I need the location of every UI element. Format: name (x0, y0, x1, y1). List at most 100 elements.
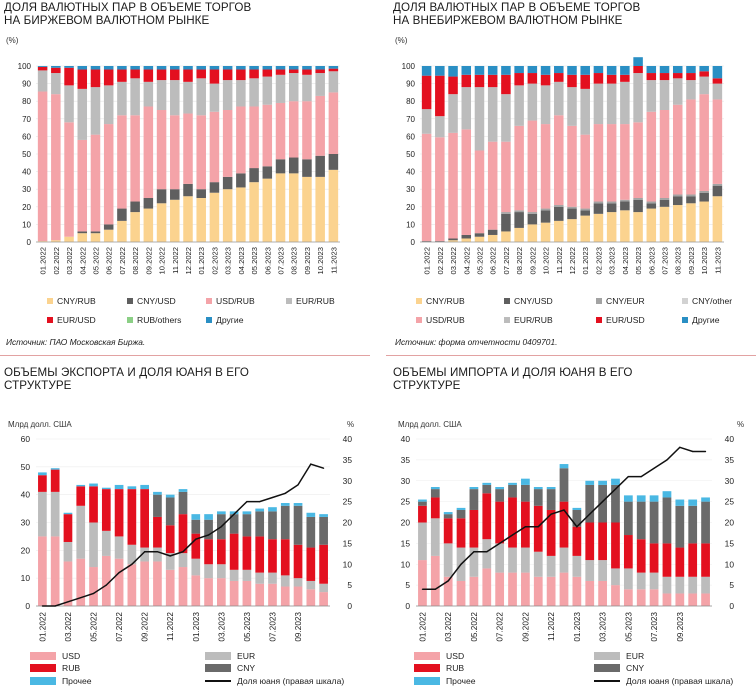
bar-segment-rub_bar (217, 539, 226, 565)
bar-segment-cny_rub (554, 220, 564, 242)
yuan-share-point (434, 588, 436, 590)
bar-segment-prochee_bar (611, 478, 620, 485)
bar-segment-eur_usd (514, 73, 524, 86)
bar-segment-eur_bar (101, 530, 111, 556)
bar-segment-prochee_bar (165, 494, 175, 498)
bar-segment-cny_eur (580, 208, 590, 211)
x-tick-label: 09.2023 (303, 247, 312, 274)
bar-segment-cny_usd (275, 159, 286, 174)
bar-segment-usd_rub (315, 95, 325, 156)
bar-segment-cny_eur (540, 208, 551, 211)
bar-segment-eur_rub (686, 80, 696, 100)
yuan-share-point (653, 467, 655, 469)
bar-segment-cny_usd (461, 234, 472, 239)
bar-segment-rub_bar (101, 489, 111, 531)
p2-legend-cny-usd: CNY/USD (504, 296, 553, 306)
p3-legend-label: Доля юаня (правая шкала) (237, 676, 345, 686)
bar-segment-eur_rub (77, 88, 88, 140)
bar-segment-eur_usd (567, 74, 577, 88)
bar-segment-eur_rub (236, 80, 246, 107)
x-tick-label: 03.2023 (599, 612, 608, 642)
bar-segment-other (580, 66, 590, 75)
bar-segment-usd_bar (178, 567, 188, 606)
yuan-share-point (627, 475, 629, 478)
bar-segment-cny_bar (255, 511, 265, 537)
bar-segment-usd_rub (130, 115, 140, 202)
yuan-share-point (80, 597, 82, 599)
bar-segment-prochee_bar (662, 491, 672, 498)
bar-segment-other (262, 66, 273, 70)
bar-segment-usd_rub (712, 99, 723, 184)
p2-title-line1: ДОЛЯ ВАЛЮТНЫХ ПАР В ОБЪЕМЕ ТОРГОВ (393, 1, 641, 14)
bar-segment-rub_bar (306, 547, 316, 581)
bar-segment-eur_bar (533, 551, 543, 577)
bar-segment-cny_usd (130, 201, 140, 213)
bar-segment-eur_bar (140, 547, 149, 562)
y2-tick-label: 25 (725, 497, 735, 507)
bar-segment-cny_rub (646, 208, 657, 242)
yuan-share-point (284, 492, 286, 494)
bar-segment-other (514, 66, 524, 74)
bar-segment-eur_usd (117, 69, 127, 82)
bar-segment-eur_usd (646, 73, 657, 81)
p2-legend-eur-rub: EUR/RUB (504, 315, 553, 325)
bar-segment-rub_bar (255, 536, 265, 573)
p3-legend-rub: RUB (30, 663, 80, 673)
bar-segment-prochee_bar (418, 499, 427, 502)
bar-segment-eur_usd (435, 75, 445, 117)
x-tick-label: 07.2022 (118, 247, 127, 274)
x-tick-label: 05.2022 (90, 612, 99, 642)
bar-segment-other (51, 66, 61, 68)
p1-swatch-rub-others (127, 317, 133, 323)
y-tick-label: 20 (21, 545, 31, 555)
x-tick-label: 11.2022 (555, 247, 564, 274)
bar-segment-prochee_bar (623, 495, 633, 502)
bar-segment-other (672, 66, 683, 74)
bar-segment-cny_rub (448, 240, 458, 242)
p1-legend-eur-rub: EUR/RUB (286, 296, 335, 306)
y-tick-label: 0 (405, 601, 410, 611)
p3-legend-eur: EUR (205, 651, 255, 661)
x-tick-label: 04.2023 (621, 247, 630, 274)
bar-segment-cny_rub (170, 199, 180, 242)
bar-segment-eur_usd (37, 66, 48, 71)
bar-segment-cny_eur (699, 190, 709, 193)
bar-segment-usd_rub (183, 113, 193, 184)
bar-segment-cny_eur (501, 212, 511, 214)
p4-legend-label: Прочее (446, 676, 476, 686)
bar-segment-eur_usd (236, 69, 246, 81)
bar-segment-eur_rub (633, 73, 643, 123)
bar-segment-eur_usd (222, 69, 233, 81)
bar-segment-rub_bar (598, 522, 607, 561)
bar-segment-rub_bar (508, 497, 517, 548)
bar-segment-cny_usd (103, 224, 114, 230)
y2-tick-label: 20 (725, 518, 735, 528)
y-tick-label: 50 (406, 150, 415, 159)
bar-segment-cny_bar (293, 505, 303, 545)
yuan-share-point (207, 534, 210, 536)
p4-swatch-eur (594, 652, 620, 660)
p3-swatch-rub (30, 664, 56, 672)
bar-segment-other (315, 66, 325, 70)
p1-separator (0, 355, 370, 356)
y-tick-label: 90 (22, 80, 31, 89)
bar-segment-eur_rub (554, 81, 564, 116)
yuan-share-point (156, 551, 159, 553)
bar-segment-rub_bar (89, 486, 98, 523)
bar-segment-cny_rub (302, 176, 312, 242)
bar-segment-prochee_bar (127, 486, 137, 490)
bar-segment-usd_rub (328, 92, 339, 154)
bar-segment-other (567, 66, 577, 75)
bar-segment-other (37, 66, 48, 67)
bar-segment-usd_rub (686, 99, 696, 195)
p3-legend-label: Прочее (62, 676, 92, 686)
yuan-share-point (105, 584, 107, 586)
bar-segment-eur_usd (51, 67, 61, 74)
x-tick-label: 04.2022 (462, 247, 471, 274)
p4-title: ОБЪЕМЫ ИМПОРТА И ДОЛЯ ЮАНЯ В ЕГО СТРУКТУ… (393, 366, 633, 392)
y-tick-label: 60 (22, 132, 31, 141)
yuan-share-point (92, 592, 95, 595)
x-tick-label: 10.2023 (700, 247, 709, 274)
p2-legend-cny-rub: CNY/RUB (416, 296, 465, 306)
yuan-share-point (640, 475, 642, 478)
